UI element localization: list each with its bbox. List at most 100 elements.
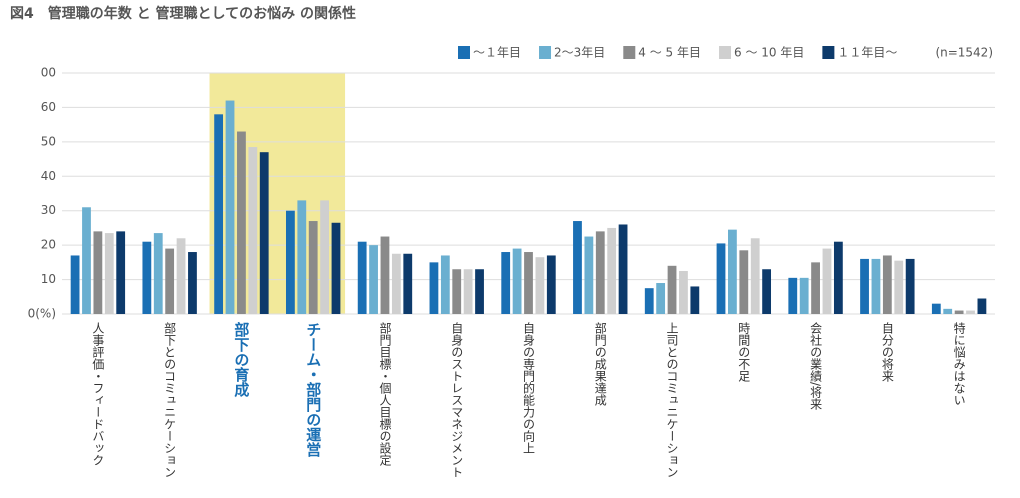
bar [871, 258, 881, 314]
x-tick-label: 特に悩みはない [952, 321, 966, 406]
bar [811, 262, 820, 314]
bar [475, 269, 484, 314]
bar [225, 100, 235, 315]
bar [452, 269, 462, 314]
bar [762, 269, 772, 314]
bar [524, 252, 533, 314]
bar [153, 233, 163, 314]
bar [380, 236, 390, 314]
bar [977, 298, 987, 314]
bar [894, 260, 904, 314]
x-tick-label: 部門の成果達成 [593, 321, 607, 407]
bar [93, 231, 103, 314]
bar [403, 253, 413, 314]
bar [799, 277, 809, 314]
legend-label: 6 ～ 10 年目 [734, 46, 804, 60]
x-tick-label: 自分の将来 [880, 322, 894, 382]
bar [259, 152, 269, 314]
legend-swatch [539, 46, 552, 59]
bar [188, 252, 197, 314]
y-tick-label: 00 [41, 66, 56, 80]
y-tick-label: 0(%) [28, 307, 56, 321]
bar [679, 270, 688, 314]
bar [546, 255, 556, 314]
bar [535, 257, 545, 314]
bar [320, 200, 329, 314]
bar [297, 200, 307, 314]
bar [463, 269, 473, 314]
bar [966, 310, 975, 314]
y-tick-label: 10 [41, 272, 56, 286]
bar [369, 245, 378, 314]
bar [595, 231, 605, 314]
bar [429, 262, 439, 314]
bar [237, 131, 246, 314]
x-tick-label: 人事評価・フィードバック [91, 322, 105, 466]
bar [905, 258, 915, 314]
x-tick-label: 部門目標・個人目標の設定 [378, 321, 392, 467]
bar [308, 221, 318, 314]
y-tick-label: 30 [41, 203, 56, 217]
legend-swatch [822, 46, 835, 59]
y-tick-label: 40 [41, 169, 56, 183]
bar [788, 277, 798, 314]
bar [860, 258, 869, 314]
bar [667, 265, 677, 314]
legend-label: 2～3年目 [554, 46, 605, 60]
bar [739, 250, 749, 314]
bar [440, 255, 450, 314]
bar [165, 248, 175, 314]
bar [104, 233, 114, 314]
y-tick-label: 20 [41, 238, 56, 252]
bar [176, 238, 186, 314]
bar [931, 303, 941, 314]
bar [656, 283, 666, 314]
x-tick-label: 自身のストレスマネジメント [450, 322, 464, 478]
bar [501, 252, 511, 314]
bar [70, 255, 80, 314]
bar [822, 248, 832, 314]
bar [618, 224, 628, 314]
y-tick-label: 60 [41, 100, 56, 114]
bar [943, 308, 953, 314]
bar [644, 288, 654, 314]
legend-swatch [719, 46, 732, 59]
legend-label: 4 ～ 5 年目 [638, 46, 701, 60]
x-tick-label: 部下とのコミュニケーション [163, 321, 177, 478]
bar [954, 310, 964, 314]
legend-label: １１年目～ [837, 46, 897, 60]
bar [331, 222, 341, 314]
legend-label: ～１年目 [473, 46, 521, 60]
x-tick-label: 上司とのコミュニケーション [665, 322, 679, 478]
bar [357, 241, 367, 314]
x-tick-label: チーム・部門の運営 [304, 322, 322, 458]
bar [142, 241, 152, 314]
chart-title: 図4 管理職の年数 と 管理職としてのお悩み の関係性 [10, 5, 356, 22]
bar [584, 236, 594, 314]
bar [716, 243, 726, 314]
bar [750, 238, 760, 314]
bar [573, 221, 582, 314]
bar [690, 286, 700, 314]
bar [391, 253, 401, 314]
bar [82, 207, 91, 314]
legend-swatch [623, 46, 636, 59]
x-tick-label: 部下の育成 [232, 321, 250, 398]
bar [607, 227, 617, 314]
bar [512, 248, 522, 314]
x-tick-label: 自身の専門的能力の向上 [522, 322, 536, 454]
bar [116, 231, 126, 314]
sample-note: (n=1542) [935, 46, 993, 60]
bar [214, 114, 224, 314]
bar [882, 255, 892, 314]
bar [728, 229, 737, 314]
x-tick-label: 時間の不足 [737, 322, 751, 383]
x-tick-label: 会社の業績/将来 [809, 322, 823, 410]
y-tick-label: 50 [41, 134, 56, 148]
legend-swatch [458, 46, 470, 59]
bar [833, 241, 843, 314]
bar [285, 210, 295, 314]
bar [248, 147, 258, 314]
